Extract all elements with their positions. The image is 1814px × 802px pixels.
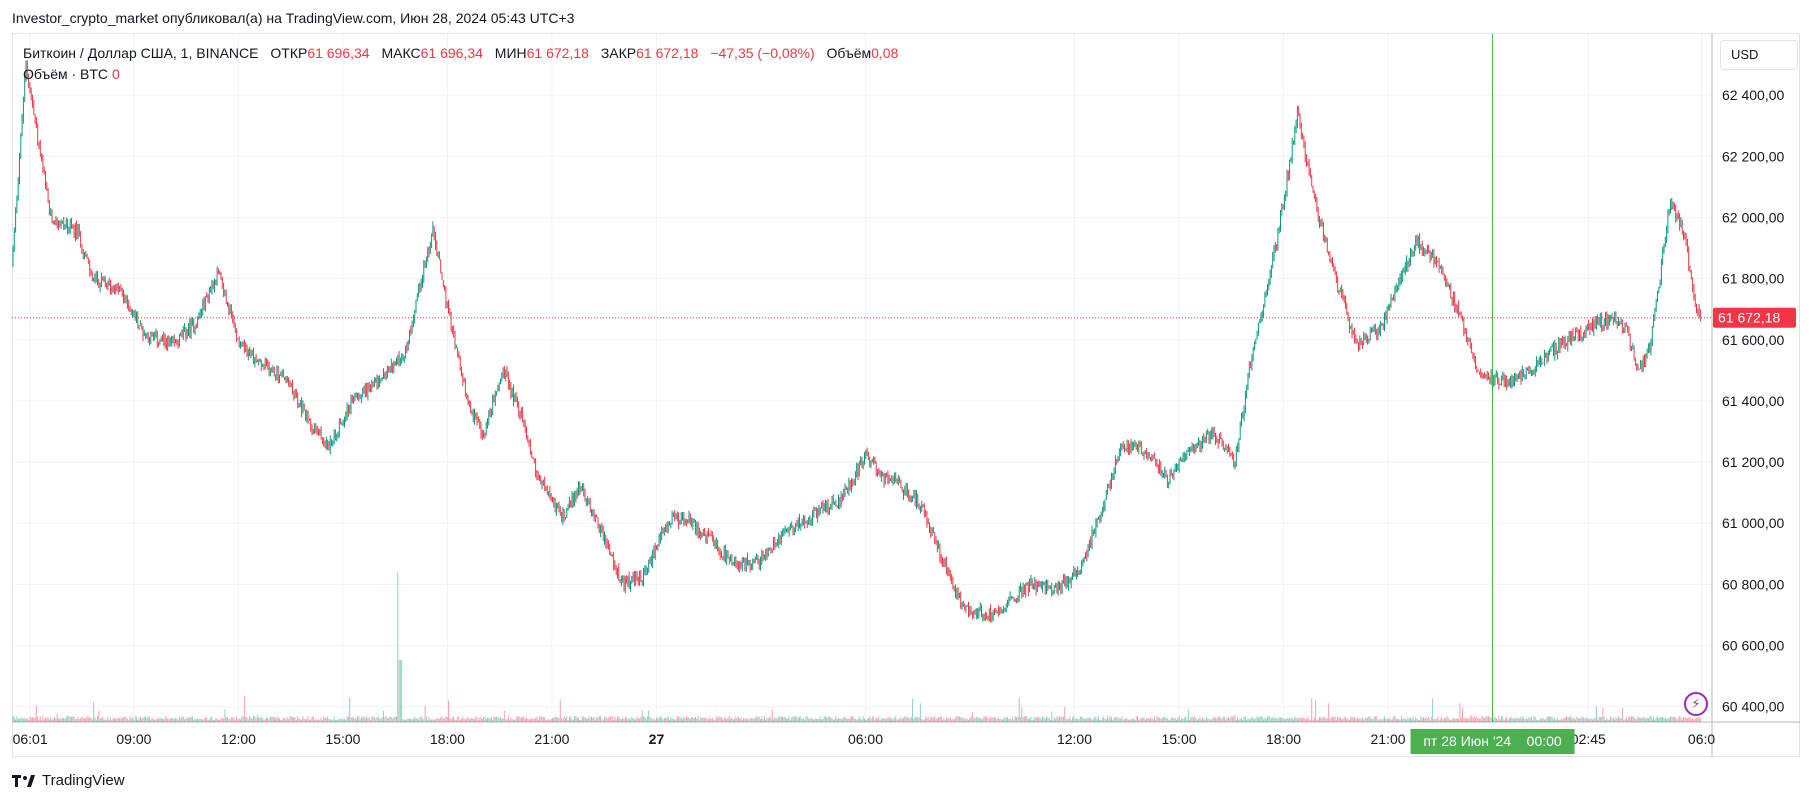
close-label: ЗАКР [600,45,637,61]
volume-study-legend: Объём · BTC 0 [23,66,120,82]
low-value: 61 672,18 [526,45,589,61]
x-tick-label: 02:45 [1571,731,1606,747]
y-tick-label: 60 400,00 [1722,699,1784,715]
crosshair-time-badge [1410,729,1575,754]
close-value: 61 672,18 [636,45,699,61]
crosshair-time-label: пт 28 Июн '24 00:00 [1423,733,1562,749]
low-label: МИН [494,45,527,61]
x-tick-label: 06:00 [848,731,883,747]
x-tick-label: 18:00 [430,731,465,747]
tradingview-logo: TradingView [12,772,125,789]
x-tick-label: 18:00 [1266,731,1301,747]
last-price-label: 61 672,18 [1718,310,1780,326]
x-tick-label: 21:00 [1371,731,1406,747]
x-tick-label: 15:00 [1161,731,1196,747]
x-tick-label: 12:00 [1057,731,1092,747]
y-tick-label: 61 200,00 [1722,454,1784,470]
symbol-name[interactable]: Биткоин / Доллар США, 1, BINANCE [23,45,259,61]
x-tick-label: 06:0 [1688,731,1715,747]
x-tick-label: 12:00 [221,731,256,747]
high-value: 61 696,34 [420,45,483,61]
volume-study-name[interactable]: Объём · BTC [23,66,109,82]
tradingview-logo-icon [12,774,35,787]
volume-bars [12,572,1701,722]
y-tick-label: 61 600,00 [1722,332,1784,348]
volume-label: Объём [826,45,872,61]
publisher-line: Investor_crypto_market опубликовал(а) на… [12,10,575,26]
x-tick-label: 09:00 [116,731,151,747]
y-tick-label: 62 400,00 [1722,87,1784,103]
high-label: МАКС [381,45,421,61]
currency-button[interactable]: USD [1720,40,1798,70]
open-value: 61 696,34 [307,45,370,61]
x-tick-label: 15:00 [325,731,360,747]
symbol-legend: Биткоин / Доллар США, 1, BINANCE ОТКР61 … [23,45,898,61]
y-tick-label: 61 800,00 [1722,271,1784,287]
change-value: −47,35 (−0,08%) [710,45,815,61]
y-tick-label: 60 800,00 [1722,576,1784,592]
lightning-icon[interactable]: ⚡ [1684,692,1708,716]
x-tick-label: 06:01 [13,731,48,747]
candles [12,60,1701,623]
volume-value: 0,08 [871,45,899,61]
brand-name: TradingView [42,772,125,789]
grid [12,34,1712,722]
volume-study-value: 0 [111,66,120,82]
y-tick-label: 61 400,00 [1722,393,1784,409]
x-tick-label: 21:00 [534,731,569,747]
last-price-badge [1713,307,1796,328]
open-label: ОТКР [270,45,308,61]
y-tick-label: 60 600,00 [1722,638,1784,654]
chart-frame [12,33,1800,757]
y-tick-label: 61 000,00 [1722,515,1784,531]
y-tick-label: 62 200,00 [1722,148,1784,164]
x-tick-label: 27 [649,731,665,747]
y-tick-label: 62 000,00 [1722,209,1784,225]
